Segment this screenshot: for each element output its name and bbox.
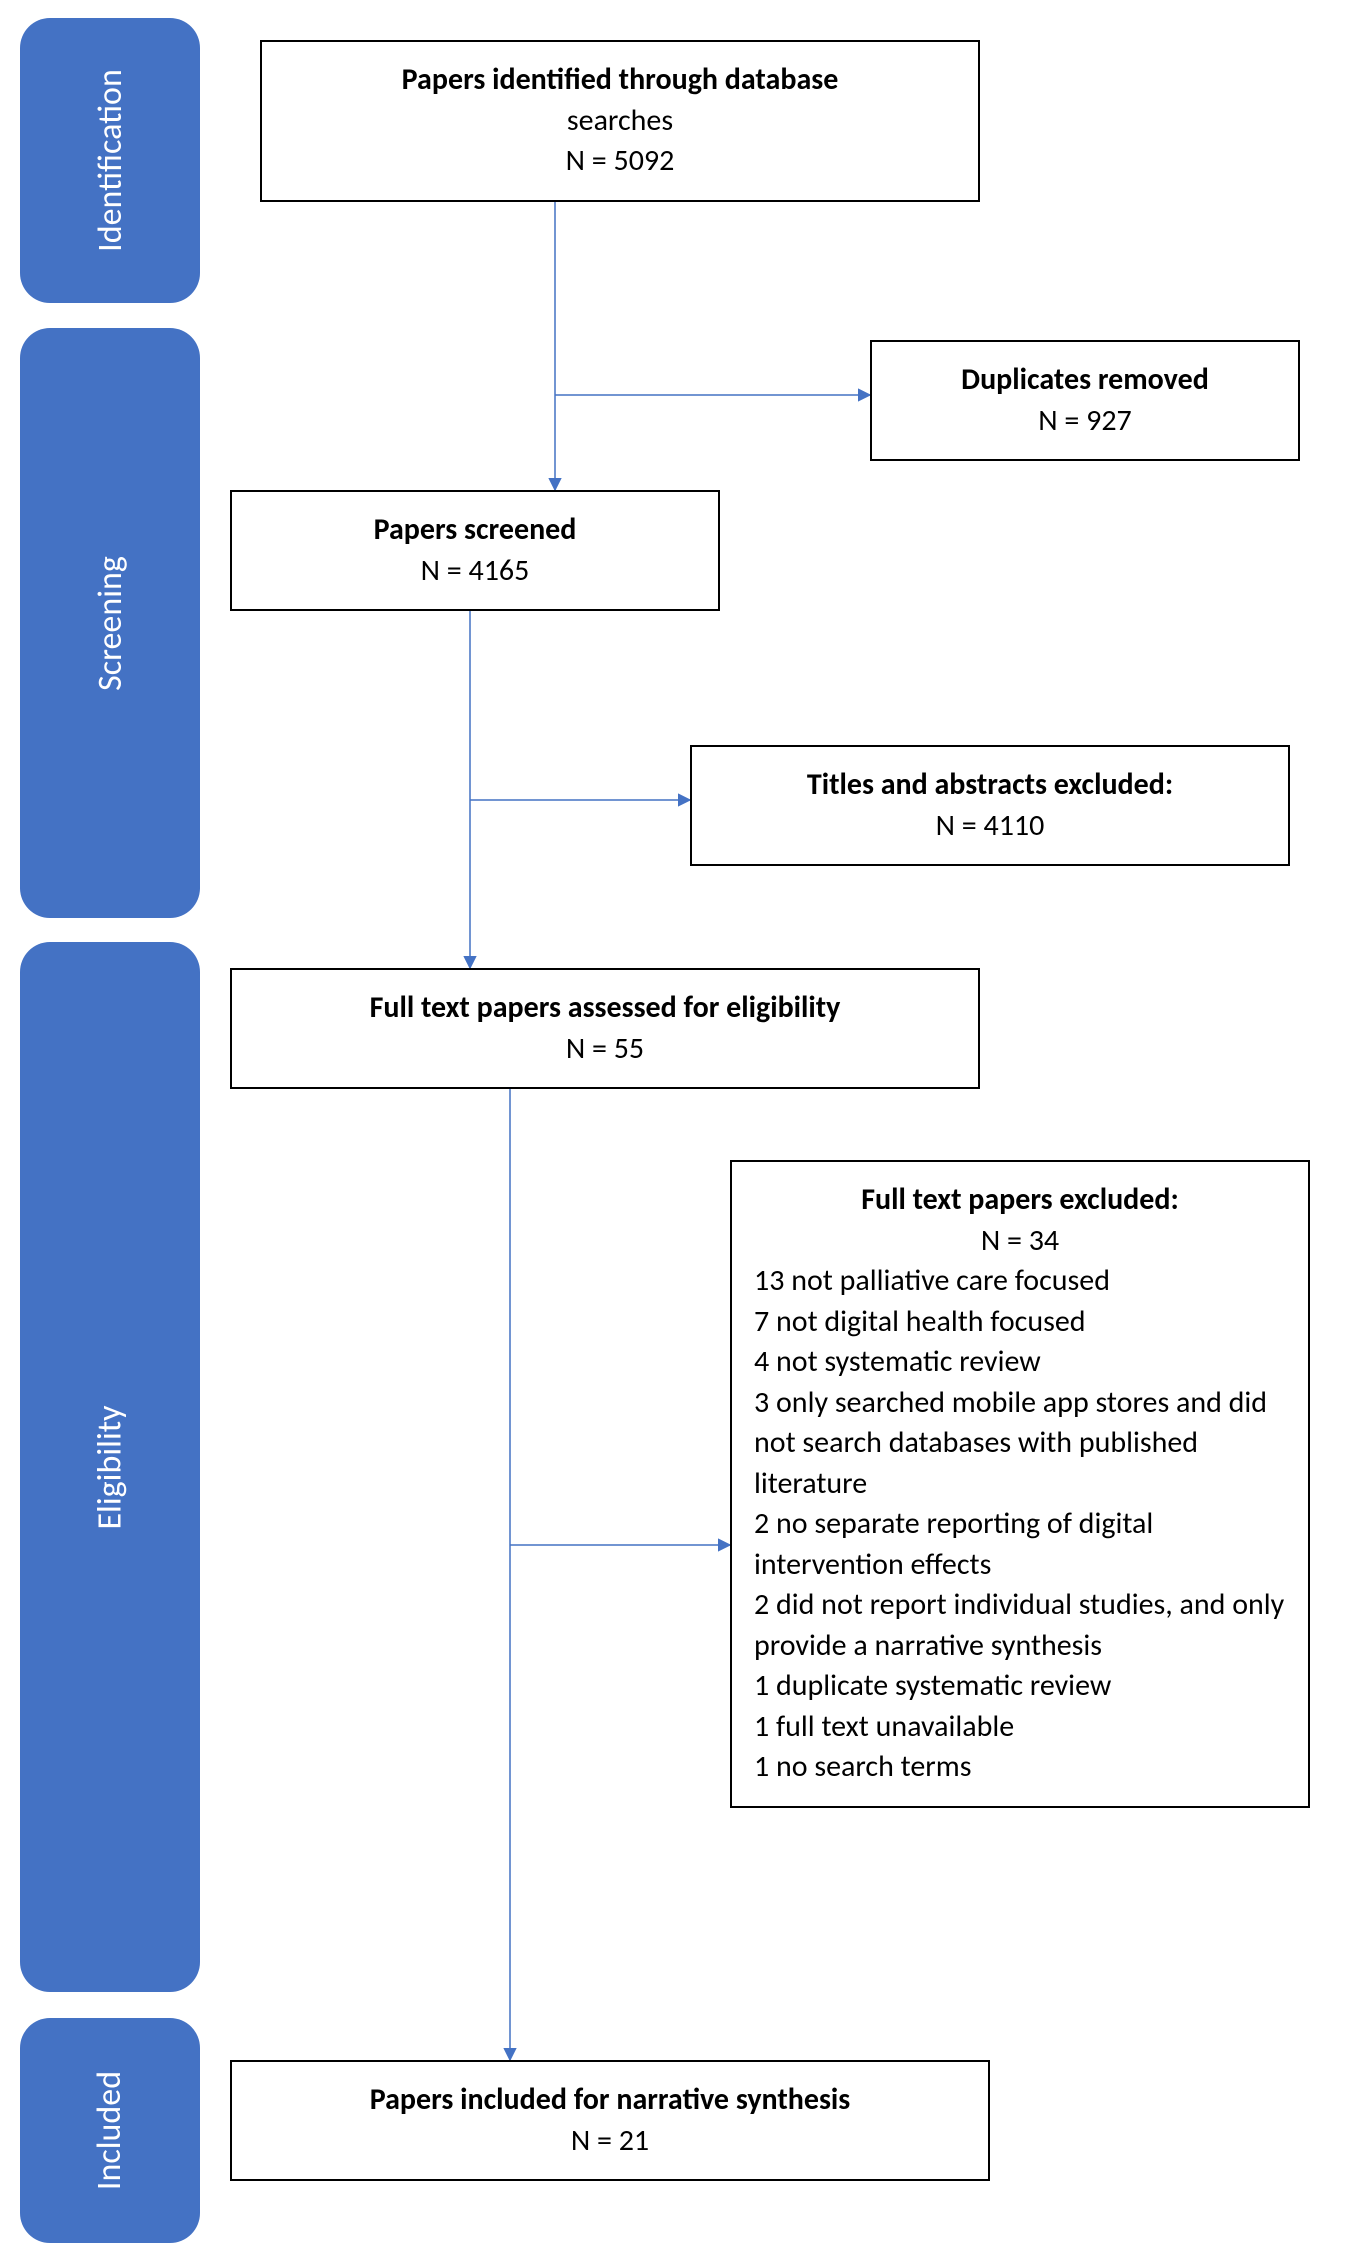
connectors-svg <box>0 0 1347 2260</box>
box-papers-identified: Papers identified through database searc… <box>260 40 980 202</box>
box-n: N = 4165 <box>254 551 696 592</box>
stage-eligibility: Eligibility <box>20 942 200 1992</box>
box-n: N = 4110 <box>714 806 1266 847</box>
box-n: N = 927 <box>894 401 1276 442</box>
box-papers-screened: Papers screened N = 4165 <box>230 490 720 611</box>
box-full-text-assessed: Full text papers assessed for eligibilit… <box>230 968 980 1089</box>
box-n: N = 21 <box>254 2121 966 2162</box>
box-titles-excluded: Titles and abstracts excluded: N = 4110 <box>690 745 1290 866</box>
box-title: Full text papers excluded: <box>754 1180 1286 1221</box>
exclusion-reason: 7 not digital health focused <box>754 1302 1286 1343</box>
box-n: N = 5092 <box>284 141 956 182</box>
box-papers-included: Papers included for narrative synthesis … <box>230 2060 990 2181</box>
exclusion-reason: 13 not palliative care focused <box>754 1261 1286 1302</box>
stage-included: Included <box>20 2018 200 2243</box>
flowchart-canvas: Identification Screening Eligibility Inc… <box>0 0 1347 2260</box>
box-title: Papers screened <box>254 510 696 551</box>
exclusion-reason: 1 duplicate systematic review <box>754 1666 1286 1707</box>
exclusion-reason: 4 not systematic review <box>754 1342 1286 1383</box>
box-title: Titles and abstracts excluded: <box>714 765 1266 806</box>
box-duplicates-removed: Duplicates removed N = 927 <box>870 340 1300 461</box>
box-title: Full text papers assessed for eligibilit… <box>254 988 956 1029</box>
exclusion-reason: 3 only searched mobile app stores and di… <box>754 1383 1286 1505</box>
box-n: N = 34 <box>754 1221 1286 1262</box>
exclusion-reason: 1 no search terms <box>754 1747 1286 1788</box>
box-full-text-excluded: Full text papers excluded: N = 34 13 not… <box>730 1160 1310 1808</box>
stage-identification: Identification <box>20 18 200 303</box>
exclusion-reason: 2 no separate reporting of digital inter… <box>754 1504 1286 1585</box>
exclusion-reason: 1 full text unavailable <box>754 1707 1286 1748</box>
box-title: Papers identified through database <box>284 60 956 101</box>
box-line: searches <box>284 101 956 142</box>
box-n: N = 55 <box>254 1029 956 1070</box>
box-title: Duplicates removed <box>894 360 1276 401</box>
exclusion-reason: 2 did not report individual studies, and… <box>754 1585 1286 1666</box>
box-title: Papers included for narrative synthesis <box>254 2080 966 2121</box>
stage-screening: Screening <box>20 328 200 918</box>
